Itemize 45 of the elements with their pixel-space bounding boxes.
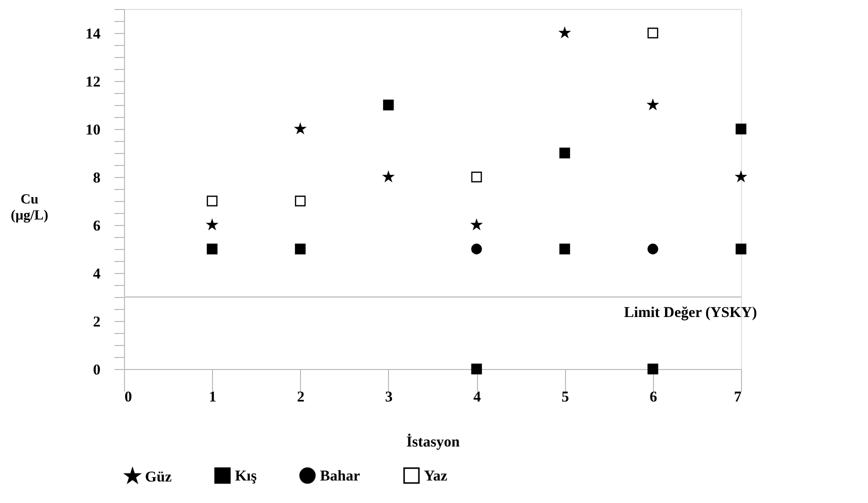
ref-line-label: Limit Değer (YSKY) bbox=[624, 305, 758, 321]
legend-label: Yaz bbox=[424, 468, 448, 485]
point bbox=[207, 220, 218, 230]
point bbox=[471, 172, 482, 182]
point bbox=[471, 244, 482, 254]
legend-label: Kış bbox=[235, 468, 257, 485]
point bbox=[648, 364, 658, 374]
point bbox=[471, 220, 482, 230]
point bbox=[383, 172, 394, 182]
y-tick-label: 4 bbox=[93, 266, 101, 282]
legend-label: Güz bbox=[145, 469, 172, 486]
y-tick-label: 12 bbox=[86, 74, 100, 90]
point bbox=[736, 124, 746, 134]
y-tick-label: 14 bbox=[86, 26, 101, 42]
x-tick-label: 5 bbox=[561, 390, 569, 406]
point bbox=[559, 244, 570, 254]
x-tick-label: 7 bbox=[734, 390, 742, 406]
point bbox=[206, 244, 218, 254]
point bbox=[736, 172, 746, 182]
x-tick-label: 4 bbox=[473, 390, 482, 406]
x-tick-label: 2 bbox=[297, 390, 305, 406]
y-tick-label: 2 bbox=[93, 314, 100, 330]
point bbox=[294, 244, 306, 254]
y-axis-title: Cu (µg/L) bbox=[10, 192, 49, 224]
x-axis-title: İstasyon bbox=[406, 434, 460, 450]
point bbox=[560, 28, 570, 38]
x-tick-label: 0 bbox=[124, 390, 132, 406]
x-tick-label: 6 bbox=[650, 390, 658, 406]
point bbox=[206, 196, 218, 206]
point bbox=[295, 124, 306, 134]
point bbox=[383, 100, 394, 110]
point bbox=[648, 28, 658, 38]
y-tick-label: 8 bbox=[93, 170, 100, 186]
point bbox=[559, 148, 570, 158]
x-tick-label: 1 bbox=[208, 390, 216, 406]
y-tick-label: 0 bbox=[93, 362, 100, 378]
y-tick-label: 6 bbox=[93, 218, 101, 234]
point bbox=[294, 196, 306, 206]
y-tick-label: 10 bbox=[86, 122, 100, 138]
point bbox=[736, 244, 746, 254]
point bbox=[471, 364, 482, 374]
point bbox=[648, 244, 658, 254]
point bbox=[648, 100, 658, 110]
x-tick-label: 3 bbox=[385, 390, 393, 406]
legend-label: Bahar bbox=[320, 468, 360, 485]
